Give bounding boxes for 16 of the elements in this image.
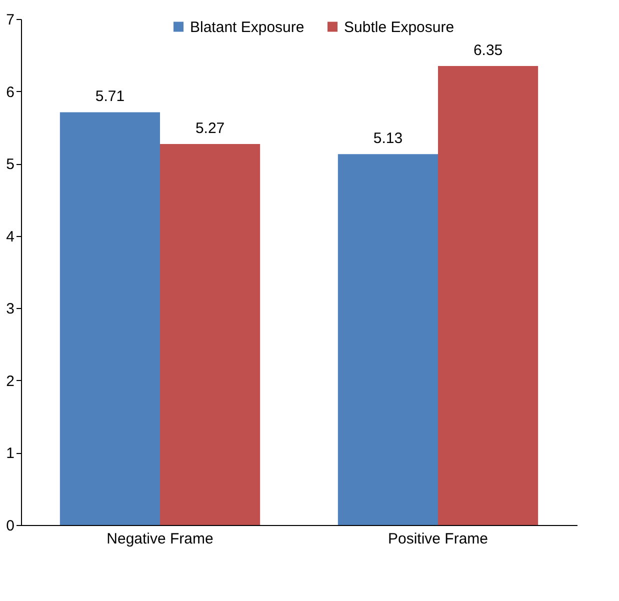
x-tick-label: Positive Frame <box>388 530 488 548</box>
y-tick-label: 1 <box>6 445 14 462</box>
legend-label: Blatant Exposure <box>190 18 304 36</box>
y-tick-label: 5 <box>6 156 14 174</box>
data-label: 6.35 <box>473 42 503 59</box>
x-tick-label: Negative Frame <box>106 530 214 548</box>
legend-label: Subtle Exposure <box>344 18 454 36</box>
data-label: 5.71 <box>95 88 125 106</box>
data-label: 5.27 <box>195 120 225 138</box>
y-tick-label: 3 <box>6 300 14 318</box>
y-tick-label: 4 <box>6 228 14 246</box>
y-tick-label: 2 <box>6 372 14 390</box>
data-label: 5.13 <box>373 130 403 148</box>
y-tick-label: 7 <box>6 12 14 28</box>
y-tick-label: 0 <box>6 518 14 534</box>
y-tick-label: 6 <box>6 84 14 101</box>
